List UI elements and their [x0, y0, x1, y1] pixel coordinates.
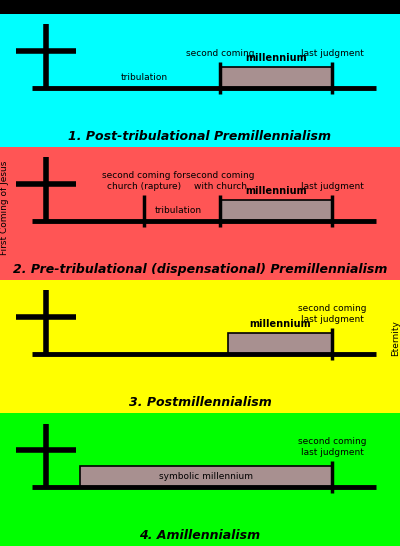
Text: 4. Amillennialism: 4. Amillennialism [140, 529, 260, 542]
Text: millennium: millennium [249, 319, 311, 329]
Text: second coming: second coming [186, 49, 254, 57]
Text: last judgment: last judgment [300, 182, 364, 191]
Text: 3. Postmillennialism: 3. Postmillennialism [129, 396, 271, 409]
Text: tribulation: tribulation [154, 206, 202, 215]
Text: millennium: millennium [245, 53, 307, 63]
Text: 1. Post-tribulational Premillennialism: 1. Post-tribulational Premillennialism [68, 130, 332, 143]
Text: second coming
last judgment: second coming last judgment [298, 304, 366, 324]
Text: tribulation: tribulation [120, 73, 168, 81]
Text: second coming
last judgment: second coming last judgment [298, 437, 366, 457]
Text: Eternity: Eternity [391, 321, 400, 357]
Bar [220, 200, 332, 221]
Bar [228, 333, 332, 354]
Text: second coming for
church (rapture): second coming for church (rapture) [102, 171, 186, 191]
Bar [80, 466, 332, 488]
Text: 2. Pre-tribulational (dispensational) Premillennialism: 2. Pre-tribulational (dispensational) Pr… [13, 263, 387, 276]
Text: millennium: millennium [245, 186, 307, 196]
Text: symbolic millennium: symbolic millennium [159, 472, 253, 481]
Bar [220, 67, 332, 88]
Text: First Coming of Jesus: First Coming of Jesus [0, 161, 9, 254]
Text: last judgment: last judgment [300, 49, 364, 57]
Text: second coming
with church: second coming with church [186, 171, 254, 191]
